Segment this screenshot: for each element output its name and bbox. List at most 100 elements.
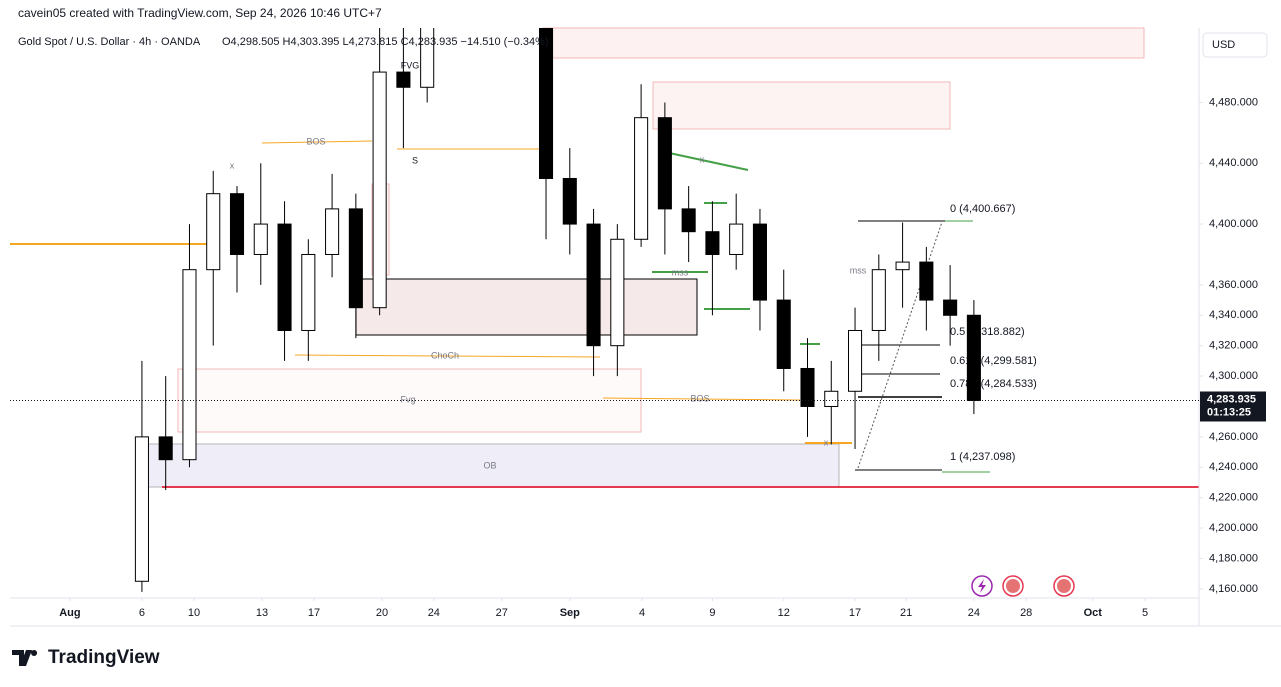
- candle-body: [824, 390, 839, 407]
- candle-body: [895, 261, 910, 271]
- x-tick-label: Oct: [1084, 607, 1103, 619]
- fib-label: 0.5 (4,318.882): [950, 326, 1025, 338]
- candle-body: [562, 177, 577, 225]
- ohlc: O4,298.505 H4,303.395 L4,273.815 C4,283.…: [222, 36, 549, 48]
- drawings: BOS x S FVG fv g ChoCh Fvg OB BOS x mss …: [10, 27, 1199, 488]
- x-tick-label: 6: [139, 607, 145, 619]
- x-tick-label: Sep: [560, 607, 580, 619]
- x-tick-label: 12: [778, 607, 790, 619]
- fib-label: 0.618 (4,299.581): [950, 355, 1037, 367]
- label: S: [412, 155, 418, 165]
- candle-body: [729, 223, 744, 255]
- x-tick-label: 13: [256, 607, 268, 619]
- candle-body: [372, 71, 387, 309]
- candle-body: [705, 231, 720, 255]
- x-tick-label: Aug: [59, 607, 80, 619]
- candle-body: [396, 71, 411, 88]
- last-price-label: 4,283.935: [1207, 393, 1256, 405]
- y-tick-label: 4,180.000: [1209, 552, 1258, 564]
- zone: [542, 27, 1145, 59]
- symbol: Gold Spot / U.S. Dollar · 4h · OANDA: [18, 36, 201, 48]
- currency: USD: [1212, 39, 1235, 51]
- last-price-box: [1200, 391, 1266, 422]
- candle-body: [325, 208, 340, 255]
- x-tick-label: 24: [968, 607, 980, 619]
- fib-label: 1 (4,237.098): [950, 451, 1015, 463]
- candle-body: [681, 208, 696, 233]
- zone: [652, 81, 951, 130]
- x-tick-label: 28: [1020, 607, 1032, 619]
- candle-body: [966, 314, 981, 401]
- countdown: 01:13:25: [1207, 406, 1251, 418]
- candle-body: [538, 28, 554, 179]
- fib-label: 0.786 (4,284.533): [950, 378, 1037, 390]
- x-tick-label: 17: [308, 607, 320, 619]
- candle-body: [634, 117, 649, 240]
- candle-body: [848, 329, 863, 392]
- zone: [355, 278, 698, 336]
- label: x: [230, 160, 235, 170]
- candle-body: [871, 269, 886, 331]
- label: OB: [483, 460, 496, 470]
- currency-button[interactable]: [1202, 32, 1268, 58]
- x-tick-label: 21: [900, 607, 912, 619]
- candle-body: [182, 269, 197, 461]
- line: [659, 150, 749, 171]
- x-tick-label: 9: [709, 607, 715, 619]
- x-tick-label: 4: [639, 607, 645, 619]
- credit: cavein05 created with TradingView.com, S…: [18, 6, 382, 20]
- candle-body: [301, 253, 316, 331]
- y-tick-label: 4,220.000: [1209, 492, 1258, 504]
- candle-body: [134, 436, 149, 582]
- flag-icon: [1057, 579, 1071, 593]
- x-tick-label: 17: [849, 607, 861, 619]
- y-tick-label: 4,260.000: [1209, 431, 1258, 443]
- x-tick-label: 20: [376, 607, 388, 619]
- y-tick-label: 4,240.000: [1209, 461, 1258, 473]
- candle-body: [657, 117, 672, 210]
- x-tick-label: 27: [496, 607, 508, 619]
- label: mss: [672, 267, 689, 277]
- y-tick-label: 4,400.000: [1209, 218, 1258, 230]
- y-tick-label: 4,480.000: [1209, 96, 1258, 108]
- candles: [134, 28, 981, 592]
- logo-mark: [12, 650, 38, 666]
- y-tick-label: 4,340.000: [1209, 309, 1258, 321]
- fib-label: 0 (4,400.667): [950, 203, 1015, 215]
- y-tick-label: 4,320.000: [1209, 340, 1258, 352]
- label: x: [700, 154, 705, 164]
- candle-body: [586, 223, 601, 347]
- candle-body: [348, 208, 363, 309]
- label: BOS: [306, 136, 325, 146]
- candle-body: [420, 28, 435, 88]
- candle-body: [158, 436, 173, 461]
- choch-line: [294, 354, 601, 358]
- candle-body: [943, 299, 958, 316]
- flag-icon: [1006, 579, 1020, 593]
- icon-bolt: [978, 579, 986, 593]
- bos-line: [261, 140, 373, 144]
- label: FVG: [401, 60, 420, 70]
- candle-body: [919, 261, 934, 301]
- candle-body: [800, 367, 815, 407]
- candle-body: [253, 223, 268, 255]
- candle-body: [277, 223, 292, 331]
- bos-line: [602, 397, 801, 401]
- y-tick-label: 4,440.000: [1209, 157, 1258, 169]
- label: mss: [850, 265, 867, 275]
- candle-body: [206, 193, 221, 271]
- candle-body: [776, 299, 791, 369]
- y-tick-label: 4,160.000: [1209, 583, 1258, 595]
- x-tick-label: 10: [188, 607, 200, 619]
- candle-body: [752, 223, 767, 301]
- logo: TradingView: [12, 647, 160, 668]
- y-tick-label: 4,300.000: [1209, 370, 1258, 382]
- label: BOS: [690, 393, 709, 403]
- y-tick-label: 4,360.000: [1209, 279, 1258, 291]
- candle-body: [610, 238, 625, 347]
- label: x: [824, 437, 829, 447]
- candle-body: [229, 193, 245, 255]
- x-tick-label: 5: [1142, 607, 1148, 619]
